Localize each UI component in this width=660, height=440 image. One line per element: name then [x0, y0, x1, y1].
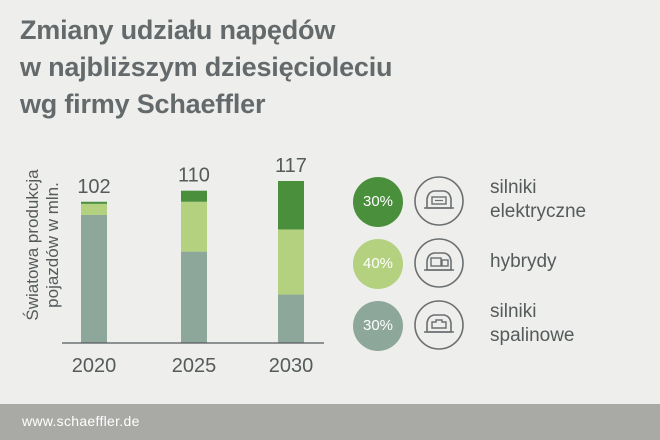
title-line: wg firmy Schaeffler [20, 89, 266, 119]
legend-label: silniki spalinowe [490, 300, 575, 348]
x-tick-label: 2030 [269, 355, 314, 377]
footer-url: www.schaeffler.de [22, 413, 140, 429]
bar-segment [278, 294, 304, 343]
bar-segment [81, 201, 107, 204]
footer-bar: www.schaeffler.de [0, 404, 660, 440]
bar-total-label: 117 [275, 155, 307, 177]
bar-segment [81, 214, 107, 343]
percentage-badge: 30% [353, 301, 403, 351]
bar-segment [181, 190, 207, 202]
title-line: Zmiany udziału napędów [20, 15, 336, 45]
y-axis-label: Światowa produkcja pojazdów w mln. [23, 169, 62, 321]
legend-label-line: silniki [490, 177, 537, 198]
hybrid-car-icon [414, 238, 464, 288]
legend-item-hybrid: 40% hybrydy [350, 234, 650, 289]
bar-segment [81, 203, 107, 215]
legend-label-line: spalinowe [490, 325, 575, 346]
electric-car-icon [414, 176, 464, 226]
bar-total-label: 110 [178, 165, 210, 187]
x-axis-ticks: 2020 2025 2030 [72, 355, 314, 377]
bar-segment [278, 229, 304, 295]
legend-label: hybrydy [490, 250, 557, 274]
legend-label: silniki elektryczne [490, 176, 586, 224]
legend-item-combustion: 30% silniki spalinowe [350, 296, 650, 351]
x-tick-label: 2025 [172, 355, 217, 377]
y-axis-label-line: pojazdów w mln. [43, 182, 62, 308]
legend: 30% silniki elektryczne 40% hybrydy 30% [350, 172, 650, 362]
bar-total-label: 102 [77, 176, 110, 198]
bar-segment [181, 201, 207, 252]
chart-title: Zmiany udziału napędów w najbliższym dzi… [20, 12, 393, 123]
percentage-badge: 40% [353, 239, 403, 289]
legend-label-line: elektryczne [490, 201, 587, 222]
bars: 102 110 117 [77, 155, 307, 343]
x-tick-label: 2020 [72, 355, 117, 377]
title-line: w najbliższym dziesięcioleciu [20, 52, 393, 82]
bar-segment [181, 251, 207, 343]
legend-label-line: silniki [490, 301, 537, 322]
legend-item-electric: 30% silniki elektryczne [350, 172, 650, 227]
percentage-badge: 30% [353, 177, 403, 227]
legend-label-line: hybrydy [490, 251, 557, 272]
y-axis-label-line: Światowa produkcja [23, 169, 42, 321]
bar-segment [278, 181, 304, 230]
combustion-car-icon [414, 300, 464, 350]
stacked-bar-chart: Światowa produkcja pojazdów w mln. 102 11… [23, 155, 324, 377]
